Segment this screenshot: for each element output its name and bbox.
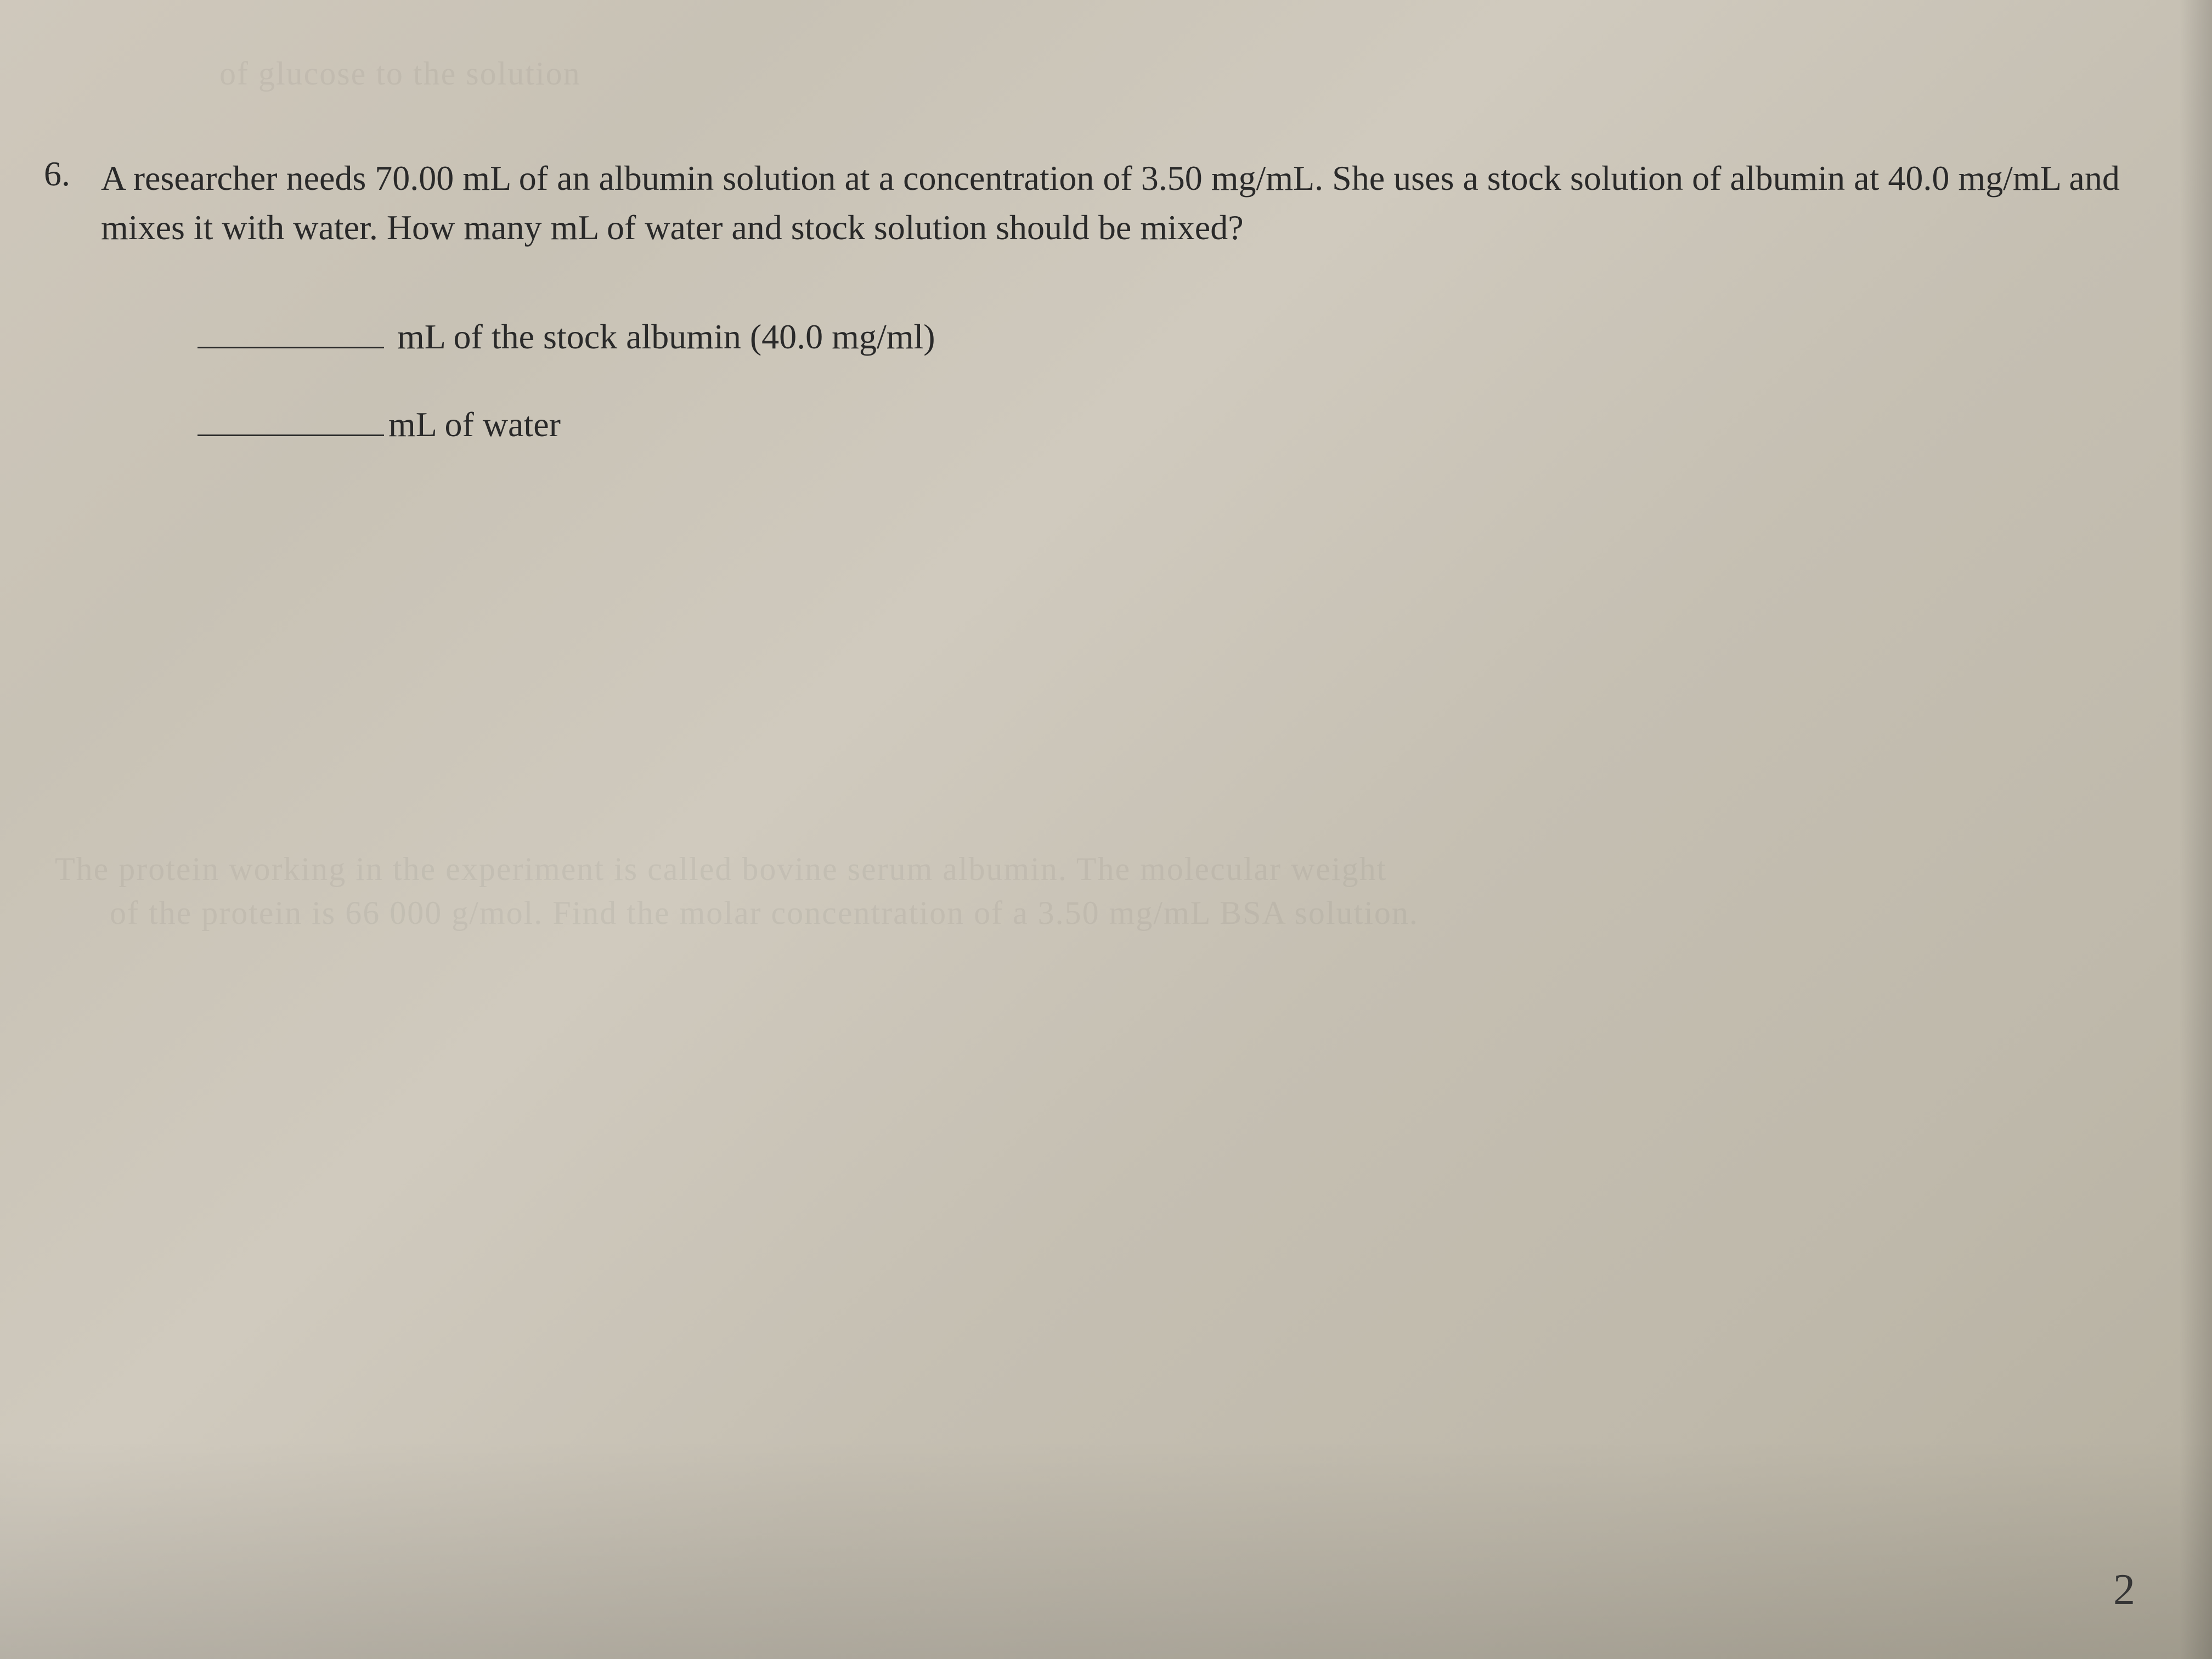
blank-stock-albumin[interactable] bbox=[198, 320, 384, 348]
question-number: 6. bbox=[44, 154, 82, 194]
shadow-right-edge bbox=[2179, 0, 2212, 1659]
question-text: A researcher needs 70.00 mL of an albumi… bbox=[101, 154, 2131, 252]
ghost-text-mid-2: of the protein is 66 000 g/mol. Find the… bbox=[110, 894, 1419, 932]
ghost-text-mid-1: The protein working in the experiment is… bbox=[55, 850, 1387, 888]
blank-water[interactable] bbox=[198, 408, 384, 436]
question-block: 6. A researcher needs 70.00 mL of an alb… bbox=[44, 154, 2146, 487]
answer-line-stock: mL of the stock albumin (40.0 mg/ml) bbox=[198, 312, 2146, 362]
shadow-bottom-edge bbox=[0, 1440, 2212, 1659]
answer-label-stock: mL of the stock albumin (40.0 mg/ml) bbox=[388, 317, 935, 356]
answer-line-water: mL of water bbox=[198, 400, 2146, 449]
worksheet-page: of glucose to the solution The protein w… bbox=[0, 0, 2212, 1659]
answer-label-water: mL of water bbox=[388, 405, 561, 444]
ghost-text-top: of glucose to the solution bbox=[219, 55, 581, 93]
answer-lines: mL of the stock albumin (40.0 mg/ml) mL … bbox=[198, 312, 2146, 449]
